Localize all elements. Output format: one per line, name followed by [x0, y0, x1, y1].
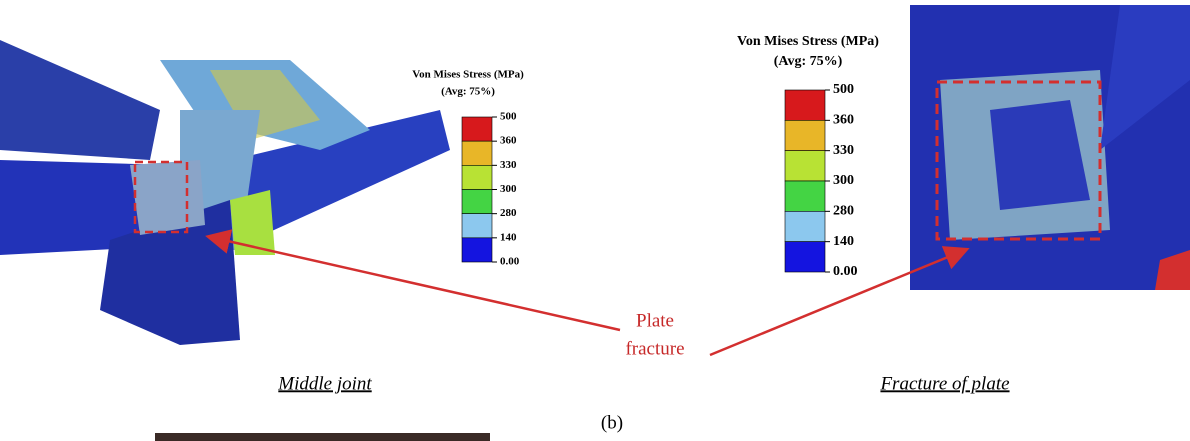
- fracture-box: [133, 160, 189, 234]
- beam: [1100, 5, 1190, 150]
- tick-label: 0.00: [500, 256, 520, 268]
- legend-subtitle: (Avg: 75%): [774, 54, 843, 69]
- legend-subtitle: (Avg: 75%): [441, 86, 495, 98]
- fea-model-right: [910, 5, 1190, 290]
- tick-label: 360: [500, 135, 517, 147]
- legend-title: Von Mises Stress (MPa): [412, 69, 524, 81]
- color-band: [461, 189, 493, 214]
- caption: Fracture of plate: [879, 373, 1009, 394]
- tick-label: 300: [833, 173, 854, 188]
- color-band: [784, 120, 826, 151]
- beam: [0, 40, 160, 160]
- color-band: [461, 213, 493, 239]
- fea-model-left: [0, 40, 450, 345]
- color-band: [461, 116, 493, 142]
- stress-zone: [210, 70, 320, 140]
- tick-label: 140: [500, 231, 517, 243]
- tick-label: 330: [833, 143, 854, 158]
- photo: [155, 433, 490, 441]
- tick-label: 280: [833, 204, 854, 219]
- stress-zone: [990, 100, 1090, 210]
- column: [100, 200, 240, 345]
- tick-label: 330: [500, 159, 517, 171]
- tick-label: 0.00: [833, 264, 858, 279]
- color-band: [784, 180, 826, 212]
- arrow: [709, 246, 970, 357]
- tick-label: 140: [833, 234, 854, 249]
- tick-label: 500: [833, 82, 854, 97]
- panel-label: (b): [601, 412, 623, 433]
- tick-label: 280: [500, 207, 517, 219]
- color-band: [784, 211, 826, 242]
- annotation: fracture: [625, 338, 684, 359]
- caption: Middle joint: [277, 373, 372, 394]
- tick-label: 360: [833, 113, 854, 128]
- annotation: Plate: [636, 310, 674, 331]
- color-band: [784, 150, 826, 182]
- color-band: [461, 237, 493, 263]
- color-band: [461, 140, 493, 166]
- fracture-box: [935, 80, 1102, 241]
- legend-title: Von Mises Stress (MPa): [737, 34, 879, 49]
- gusset: [230, 190, 275, 255]
- tick-label: 500: [500, 111, 517, 123]
- tick-label: 300: [500, 183, 517, 195]
- gusset: [130, 160, 205, 235]
- color-band: [461, 165, 493, 190]
- color-band: [784, 241, 826, 273]
- stress-zone: [1155, 250, 1190, 290]
- arrow: [205, 229, 621, 332]
- color-band: [784, 89, 826, 121]
